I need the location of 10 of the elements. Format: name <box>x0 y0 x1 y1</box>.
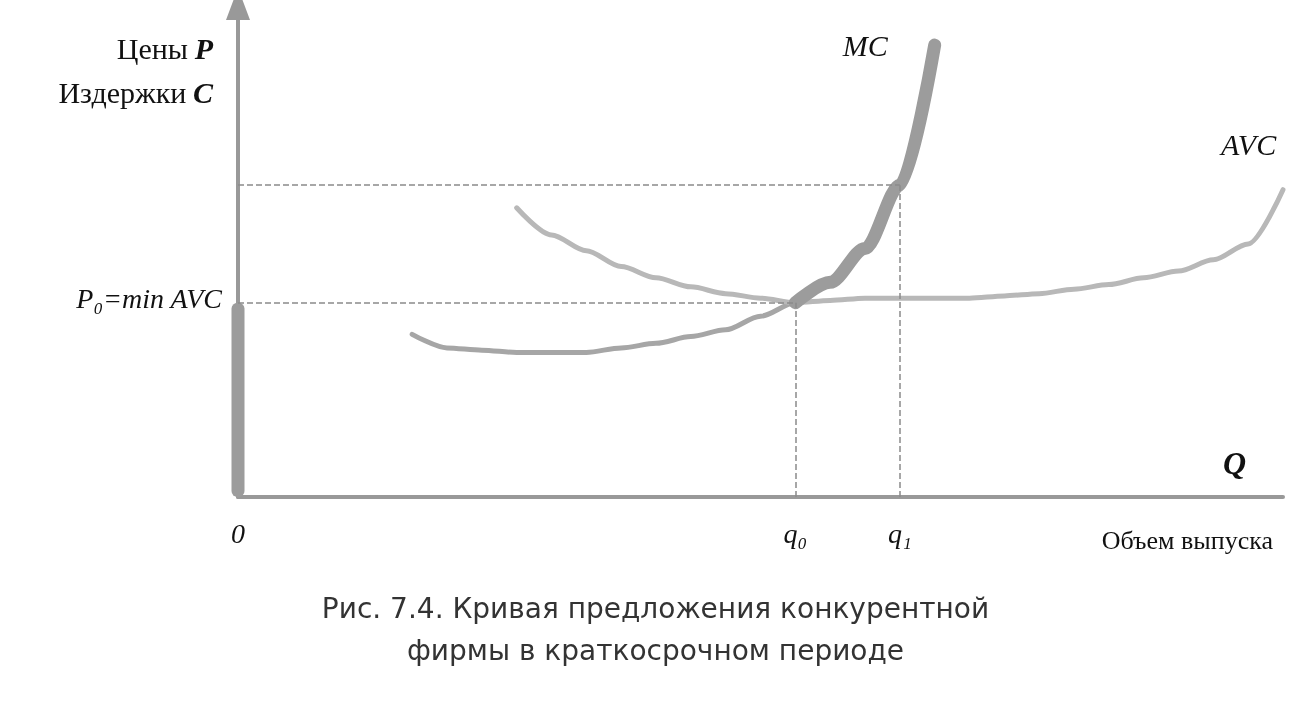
x-tick-label: q₁ <box>887 517 912 549</box>
x-tick-label: q₀ <box>783 517 808 549</box>
text: Рис. 7.4. Кривая предложения конкурентной фирмы в краткосрочном периоде <box>320 591 991 669</box>
series-label: MC <box>841 28 889 62</box>
y-axis-title: Цены P Издержки C <box>58 31 214 109</box>
x-axis-title: Объем выпуска <box>1101 525 1274 555</box>
x-tick-label: 0 <box>231 517 245 549</box>
annotation: Q <box>1223 445 1247 481</box>
annotation: P₀=min AVC <box>75 283 223 315</box>
series-label: AVC <box>1219 128 1278 162</box>
